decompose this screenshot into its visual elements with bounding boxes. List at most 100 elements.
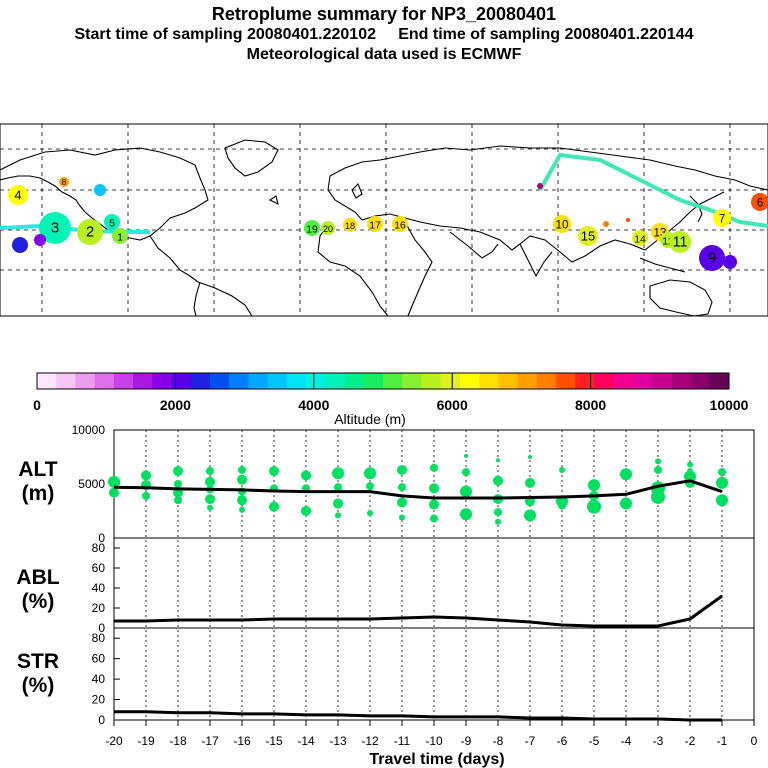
map-cluster-8: 8 <box>59 177 69 187</box>
map-cluster-label: 11 <box>673 234 688 250</box>
alt-scatter-point <box>206 467 214 476</box>
colorbar-swatch <box>75 373 96 389</box>
map-particle-dot <box>626 218 630 222</box>
map-cluster-label: 5 <box>109 218 115 229</box>
alt-scatter-point <box>367 510 373 517</box>
abl-y-tick-label: 0 <box>98 621 105 635</box>
alt-scatter-point <box>108 475 120 488</box>
alt-scatter-point <box>716 476 728 489</box>
alt-scatter-point <box>174 480 182 488</box>
alt-scatter-point <box>333 498 343 509</box>
colorbar-swatch <box>459 373 480 389</box>
x-tick-label: -16 <box>233 734 251 748</box>
map-cluster-3: 3 <box>39 212 71 244</box>
colorbar-swatch <box>190 373 211 389</box>
colorbar-swatch <box>344 373 365 389</box>
alt-scatter-point <box>205 494 215 505</box>
alt-y-tick-label: 5000 <box>78 477 105 491</box>
map-cluster-label: 7 <box>719 212 726 225</box>
alt-y-tick-label: 0 <box>98 531 105 545</box>
alt-scatter-point <box>588 479 600 492</box>
map-cluster-label: 2 <box>86 223 94 240</box>
met-data-line: Meteorological data used is ECMWF <box>246 46 522 63</box>
map-cluster-5: 5 <box>104 214 120 230</box>
alt-scatter-point <box>173 466 183 477</box>
colorbar-swatch <box>556 373 576 389</box>
alt-scatter-point <box>205 476 215 487</box>
alt-scatter-point <box>399 514 405 521</box>
colorbar-frame <box>36 372 730 390</box>
alt-scatter-point <box>716 494 728 507</box>
map-cluster-label: 20 <box>323 224 333 234</box>
colorbar-swatch <box>671 373 692 389</box>
alt-scatter-point <box>142 491 150 500</box>
x-tick-label: -4 <box>621 734 632 748</box>
str-y-tick-label: 40 <box>92 672 106 686</box>
map-cluster-label: 9 <box>708 249 716 266</box>
colorbar-swatch <box>171 373 192 389</box>
alt-scatter-point <box>528 455 532 459</box>
map-cluster-19: 19 <box>304 220 320 236</box>
alt-scatter-point <box>620 468 632 481</box>
colorbar-label: Altitude (m) <box>334 411 406 427</box>
x-tick-label: -12 <box>361 734 379 748</box>
colorbar-swatch <box>306 373 326 389</box>
alt-scatter-point <box>398 483 406 492</box>
x-tick-label: -1 <box>717 734 728 748</box>
map-cluster-label: 6 <box>757 196 764 209</box>
alt-scatter-point <box>462 468 470 477</box>
colorbar-swatch <box>402 373 422 389</box>
abl-label: ABL <box>16 566 59 589</box>
colorbar-tick-label: 8000 <box>575 397 606 413</box>
x-tick-label: -20 <box>105 734 123 748</box>
map-cluster-label: 17 <box>369 220 381 231</box>
str-label: STR <box>17 650 59 673</box>
alt-scatter-point <box>587 499 601 514</box>
str-unit: (%) <box>22 674 55 697</box>
colorbar-tick-label: 0 <box>33 397 41 413</box>
alt-scatter-point <box>495 518 501 525</box>
x-tick-label: -6 <box>557 734 568 748</box>
map-cluster-label: 1 <box>117 232 123 243</box>
alt-scatter-point <box>558 501 566 510</box>
map-cluster-17: 17 <box>367 216 383 232</box>
colorbar-swatch <box>248 373 269 389</box>
map-cluster-11: 11 <box>669 231 691 253</box>
alt-scatter-point <box>364 467 376 480</box>
colorbar-swatch <box>536 373 557 389</box>
colorbar-swatch <box>113 373 134 389</box>
map-particle-dot <box>12 237 28 253</box>
alt-scatter-point <box>493 475 503 486</box>
alt-scatter-point <box>269 501 279 512</box>
colorbar-swatch <box>498 373 519 389</box>
map-cluster-7: 7 <box>713 209 731 227</box>
abl-unit: (%) <box>22 590 55 613</box>
alt-scatter-point <box>429 499 439 510</box>
map-cluster-label: 19 <box>306 224 318 235</box>
map-cluster-label: 16 <box>394 220 406 231</box>
alt-scatter-point <box>334 483 342 492</box>
map-cluster-4: 4 <box>8 185 28 205</box>
alt-scatter-point <box>559 466 565 473</box>
alt-scatter-point <box>654 465 662 474</box>
x-tick-label: -19 <box>137 734 155 748</box>
map-cluster-label: 8 <box>62 178 67 187</box>
map-cluster-20: 20 <box>321 221 335 235</box>
alt-y-tick-label: 10000 <box>72 423 106 437</box>
x-tick-label: -10 <box>425 734 443 748</box>
str-y-tick-label: 60 <box>92 652 106 666</box>
colorbar-swatch <box>421 373 442 389</box>
alt-scatter-point <box>174 496 182 505</box>
x-tick-label: -18 <box>169 734 187 748</box>
map-cluster-16: 16 <box>392 216 408 232</box>
alt-scatter-point <box>496 458 500 463</box>
altitude-colorbar: 0 2000 4000 6000 8000 10000 Altitude (m) <box>33 372 749 427</box>
alt-scatter-point <box>238 465 246 474</box>
colorbar-swatch <box>229 373 249 389</box>
colorbar-tick-label: 4000 <box>298 397 329 413</box>
x-tick-label: -5 <box>589 734 600 748</box>
x-tick-label: -2 <box>685 734 696 748</box>
colorbar-swatch <box>94 373 115 389</box>
alt-scatter-point <box>687 461 693 468</box>
